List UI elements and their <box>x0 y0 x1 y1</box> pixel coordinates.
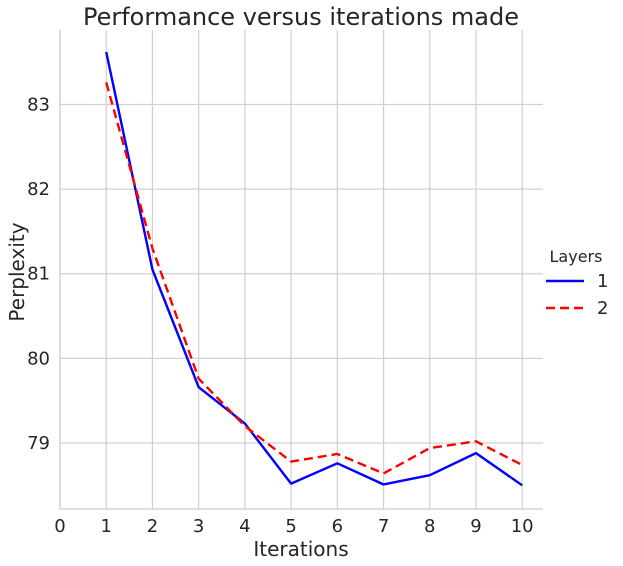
chart-title: Performance versus iterations made <box>83 3 519 31</box>
axis-spines <box>59 30 543 510</box>
grid-lines <box>59 30 543 509</box>
legend: Layers 1 2 <box>546 247 608 319</box>
series-lines <box>105 51 523 487</box>
x-tick-label: 7 <box>378 516 389 537</box>
x-tick-labels: 0 1 2 3 4 5 6 7 8 9 10 <box>54 516 533 537</box>
x-tick-label: 1 <box>100 516 111 537</box>
y-axis-label: Perplexity <box>5 222 29 321</box>
x-tick-label: 6 <box>332 516 343 537</box>
legend-label-2: 2 <box>597 298 608 319</box>
x-tick-label: 3 <box>193 516 204 537</box>
x-tick-label: 0 <box>54 516 65 537</box>
y-tick-label: 83 <box>27 94 50 115</box>
y-tick-label: 79 <box>27 433 50 454</box>
x-tick-label: 4 <box>239 516 250 537</box>
legend-title: Layers <box>550 247 603 266</box>
x-tick-label: 10 <box>511 516 534 537</box>
series-line-1 <box>105 51 523 487</box>
x-tick-label: 5 <box>285 516 296 537</box>
legend-label-1: 1 <box>597 271 608 292</box>
x-axis-label: Iterations <box>253 537 348 561</box>
y-tick-label: 80 <box>27 348 50 369</box>
y-tick-labels: 79 80 81 82 83 <box>27 94 50 454</box>
x-tick-label: 9 <box>470 516 481 537</box>
series-line-2 <box>105 82 523 475</box>
y-tick-label: 81 <box>27 264 50 285</box>
x-tick-label: 2 <box>147 516 158 537</box>
x-tick-label: 8 <box>424 516 435 537</box>
y-tick-label: 82 <box>27 179 50 200</box>
